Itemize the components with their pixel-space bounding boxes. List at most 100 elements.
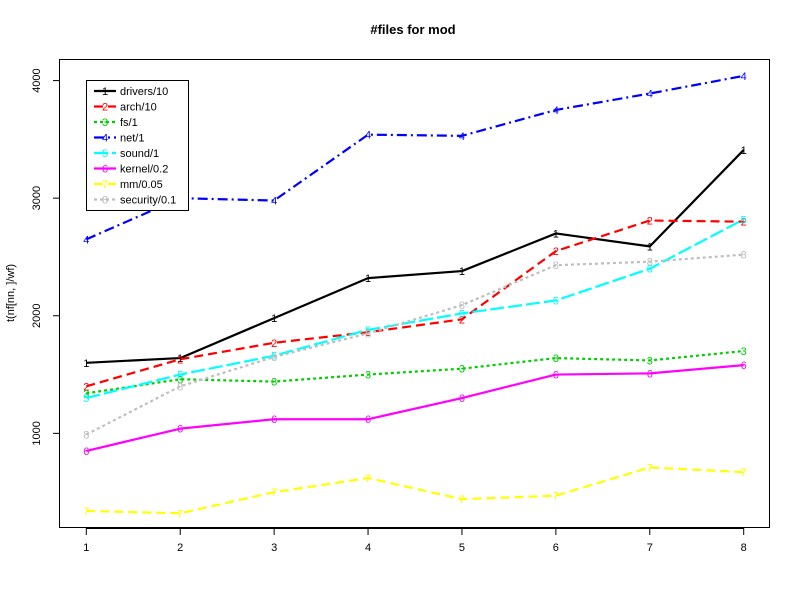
series-8: 8 8 8 8 8 8 8 8 bbox=[83, 250, 747, 442]
legend-marker: 4 bbox=[102, 133, 108, 145]
data-point-marker: 8 bbox=[177, 381, 183, 393]
data-point-marker: 6 bbox=[459, 393, 465, 405]
data-point-marker: 8 bbox=[83, 430, 89, 442]
data-point-marker: 2 bbox=[271, 338, 277, 350]
data-point-marker: 1 bbox=[741, 145, 747, 157]
data-point-marker: 3 bbox=[553, 353, 559, 365]
legend-marker: 3 bbox=[102, 117, 108, 129]
data-point-marker: 6 bbox=[271, 414, 277, 426]
data-point-marker: 7 bbox=[553, 491, 559, 503]
data-point-marker: 2 bbox=[459, 314, 465, 326]
legend-entry: 7 mm/0.05 bbox=[94, 179, 163, 191]
data-point-marker: 1 bbox=[83, 358, 89, 370]
legend-box bbox=[86, 80, 189, 211]
data-point-marker: 7 bbox=[741, 467, 747, 479]
legend-marker: 8 bbox=[102, 195, 108, 207]
data-point-marker: 5 bbox=[365, 325, 371, 337]
data-point-marker: 8 bbox=[365, 328, 371, 340]
data-point-marker: 6 bbox=[741, 360, 747, 372]
series-line bbox=[85, 253, 744, 436]
data-point-marker: 1 bbox=[647, 241, 653, 253]
data-point-marker: 8 bbox=[647, 257, 653, 269]
legend-label: kernel/0.2 bbox=[120, 164, 168, 176]
legend-entry: 1 drivers/10 bbox=[94, 86, 168, 98]
data-point-marker: 3 bbox=[459, 364, 465, 376]
data-point-marker: 5 bbox=[459, 308, 465, 320]
data-point-marker: 4 bbox=[459, 131, 465, 143]
chart-title: #files for mod bbox=[370, 22, 455, 37]
data-point-marker: 4 bbox=[83, 234, 89, 246]
data-point-marker: 5 bbox=[647, 264, 653, 276]
series-1: 1 1 1 1 1 1 1 1 bbox=[83, 145, 747, 370]
data-point-marker: 5 bbox=[83, 393, 89, 405]
legend-marker: 7 bbox=[102, 179, 108, 191]
series-line bbox=[85, 74, 744, 241]
legend-label: sound/1 bbox=[120, 148, 159, 160]
data-point-marker: 2 bbox=[741, 217, 747, 229]
legend-label: fs/1 bbox=[120, 117, 138, 129]
legend-marker: 6 bbox=[102, 164, 108, 176]
data-point-marker: 4 bbox=[741, 71, 747, 83]
legend-marker: 2 bbox=[102, 102, 108, 114]
legend: 1 drivers/10 2 arch/10 3 fs/1 4 net/1 5 sound/1 6 k… bbox=[86, 80, 189, 211]
y-axis: 1000 2000 3000 4000 bbox=[31, 68, 60, 446]
data-point-marker: 1 bbox=[553, 228, 559, 240]
data-point-marker: 6 bbox=[647, 368, 653, 380]
legend-marker: 1 bbox=[102, 86, 108, 98]
data-point-marker: 8 bbox=[459, 300, 465, 312]
x-tick-label: 7 bbox=[647, 542, 653, 554]
series-6: 6 6 6 6 6 6 6 6 bbox=[83, 360, 747, 458]
series-line bbox=[86, 218, 745, 400]
data-point-marker: 4 bbox=[271, 196, 277, 208]
x-tick-label: 5 bbox=[459, 542, 465, 554]
data-point-marker: 2 bbox=[83, 381, 89, 393]
legend-label: drivers/10 bbox=[120, 86, 168, 98]
data-point-marker: 4 bbox=[553, 105, 559, 117]
data-point-marker: 1 bbox=[459, 266, 465, 278]
data-point-marker: 1 bbox=[177, 353, 183, 365]
legend-entry: 8 security/0.1 bbox=[94, 195, 176, 207]
y-axis-label: t(nf[nn, ]/wf) bbox=[5, 264, 17, 322]
x-tick-label: 1 bbox=[83, 542, 89, 554]
data-point-marker: 4 bbox=[647, 89, 653, 101]
legend-marker: 5 bbox=[102, 148, 108, 160]
data-point-marker: 7 bbox=[647, 462, 653, 474]
y-tick-label: 3000 bbox=[31, 186, 43, 210]
data-point-marker: 5 bbox=[177, 370, 183, 382]
data-point-marker: 1 bbox=[271, 313, 277, 325]
series-7: 7 7 7 7 7 7 7 7 bbox=[83, 462, 747, 520]
legend-label: mm/0.05 bbox=[120, 179, 163, 191]
legend-entry: 6 kernel/0.2 bbox=[94, 164, 168, 176]
legend-label: security/0.1 bbox=[120, 195, 176, 207]
legend-entry: 5 sound/1 bbox=[94, 148, 159, 160]
data-point-marker: 2 bbox=[647, 216, 653, 228]
y-tick-label: 4000 bbox=[31, 68, 43, 92]
data-point-marker: 7 bbox=[459, 494, 465, 506]
legend-entry: 2 arch/10 bbox=[94, 102, 157, 114]
data-point-marker: 3 bbox=[83, 388, 89, 400]
data-point-marker: 7 bbox=[177, 508, 183, 520]
legend-label: arch/10 bbox=[120, 102, 157, 114]
series-line bbox=[86, 149, 745, 364]
series-3: 3 3 3 3 3 3 3 3 bbox=[83, 346, 747, 400]
x-tick-label: 2 bbox=[177, 542, 183, 554]
x-tick-label: 8 bbox=[741, 542, 747, 554]
series-line bbox=[85, 219, 744, 388]
data-point-marker: 1 bbox=[365, 273, 371, 285]
legend-entry: 4 net/1 bbox=[94, 133, 144, 145]
series-line bbox=[86, 364, 744, 453]
data-point-marker: 8 bbox=[271, 352, 277, 364]
series-line bbox=[86, 349, 744, 395]
data-point-marker: 7 bbox=[365, 473, 371, 485]
data-point-marker: 5 bbox=[741, 214, 747, 226]
data-point-marker: 2 bbox=[177, 354, 183, 366]
x-tick-label: 3 bbox=[271, 542, 277, 554]
legend-label: net/1 bbox=[120, 133, 144, 145]
x-tick-label: 4 bbox=[365, 542, 371, 554]
legend-entry: 3 fs/1 bbox=[94, 117, 138, 129]
data-point-marker: 3 bbox=[365, 370, 371, 382]
data-point-marker: 6 bbox=[553, 370, 559, 382]
x-axis: 1 2 3 4 5 6 7 8 bbox=[83, 528, 747, 554]
data-point-marker: 7 bbox=[83, 506, 89, 518]
